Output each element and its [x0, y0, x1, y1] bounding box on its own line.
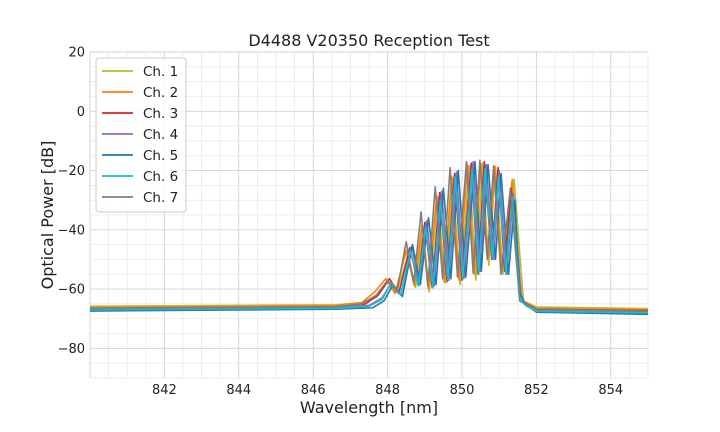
y-tick-label: 0 — [77, 105, 85, 120]
x-tick-label: 842 — [152, 383, 177, 398]
x-tick-label: 846 — [301, 383, 326, 398]
x-tick-label: 850 — [450, 383, 475, 398]
legend-label-ch-4: Ch. 4 — [143, 127, 178, 143]
legend-label-ch-7: Ch. 7 — [143, 190, 178, 206]
legend-label-ch-2: Ch. 2 — [143, 85, 178, 101]
y-tick-label: 20 — [68, 46, 85, 61]
series-line-ch-7 — [89, 159, 649, 313]
x-tick-label: 852 — [524, 383, 549, 398]
chart-legend: Ch. 1 Ch. 2 Ch. 3 Ch. 4 Ch. 5 Ch. 6 Ch. 7 — [95, 57, 187, 213]
x-tick-label: 854 — [598, 383, 623, 398]
chart-title: D4488 V20350 Reception Test — [248, 31, 489, 50]
legend-label-ch-1: Ch. 1 — [143, 64, 178, 80]
chart-series — [89, 159, 649, 316]
y-tick-label: −60 — [58, 283, 85, 298]
legend-label-ch-5: Ch. 5 — [143, 148, 178, 164]
x-tick-label: 844 — [226, 383, 251, 398]
chart-axes: 842 844 846 848 850 852 854 −80 −60 −40 −20 0 20 — [58, 46, 624, 399]
y-tick-label: −80 — [58, 342, 85, 357]
y-tick-label: −40 — [58, 223, 85, 238]
series-line-ch-6 — [89, 168, 649, 314]
legend-label-ch-3: Ch. 3 — [143, 106, 178, 122]
y-axis-label: Optical Power [dB] — [38, 141, 57, 290]
y-tick-label: −20 — [58, 164, 85, 179]
x-axis-label: Wavelength [nm] — [300, 398, 438, 417]
legend-frame — [95, 57, 187, 213]
legend-label-ch-6: Ch. 6 — [143, 169, 178, 185]
x-tick-label: 848 — [375, 383, 400, 398]
